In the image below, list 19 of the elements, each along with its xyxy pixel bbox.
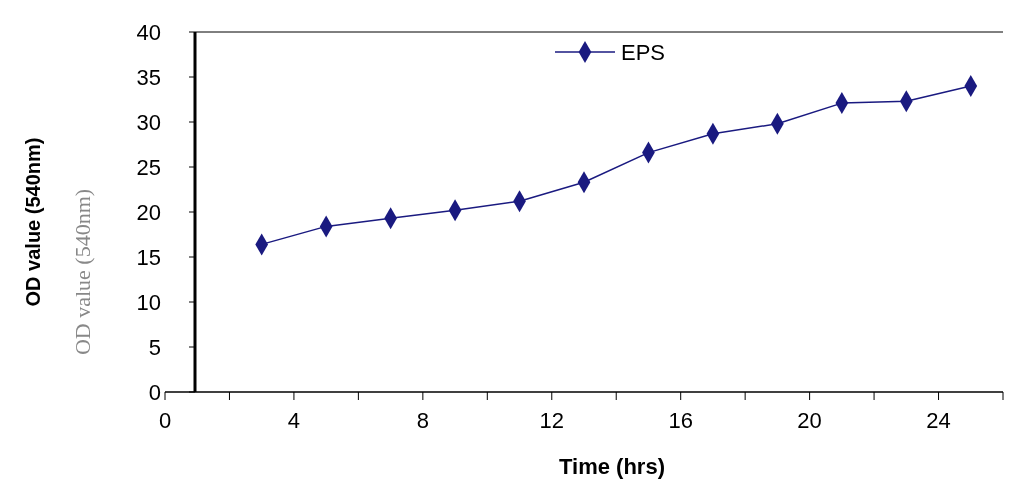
legend-label: EPS (621, 40, 666, 65)
y-tick-label: 35 (136, 65, 161, 90)
x-tick-label: 16 (668, 408, 693, 433)
y-tick-label: 10 (136, 290, 161, 315)
y-axis-title: OD value (540nm) (22, 137, 44, 307)
text: OD value (540nm) (70, 188, 95, 356)
y-tick-label: 0 (148, 380, 161, 405)
y-tick-label: 30 (136, 110, 161, 135)
x-axis-title: Time (hrs) (559, 454, 665, 479)
x-tick-label: 8 (416, 408, 429, 433)
x-tick-label: 24 (926, 408, 951, 433)
y-tick-label: 20 (136, 200, 161, 225)
y-tick-label: 25 (136, 155, 161, 180)
x-tick-label: 4 (287, 408, 301, 433)
y-tick-label: 15 (136, 245, 161, 270)
y-tick-label: 40 (136, 20, 161, 45)
y-tick-label: 5 (148, 335, 161, 360)
x-tick-label: 12 (539, 408, 565, 433)
x-tick-label: 20 (797, 408, 822, 433)
